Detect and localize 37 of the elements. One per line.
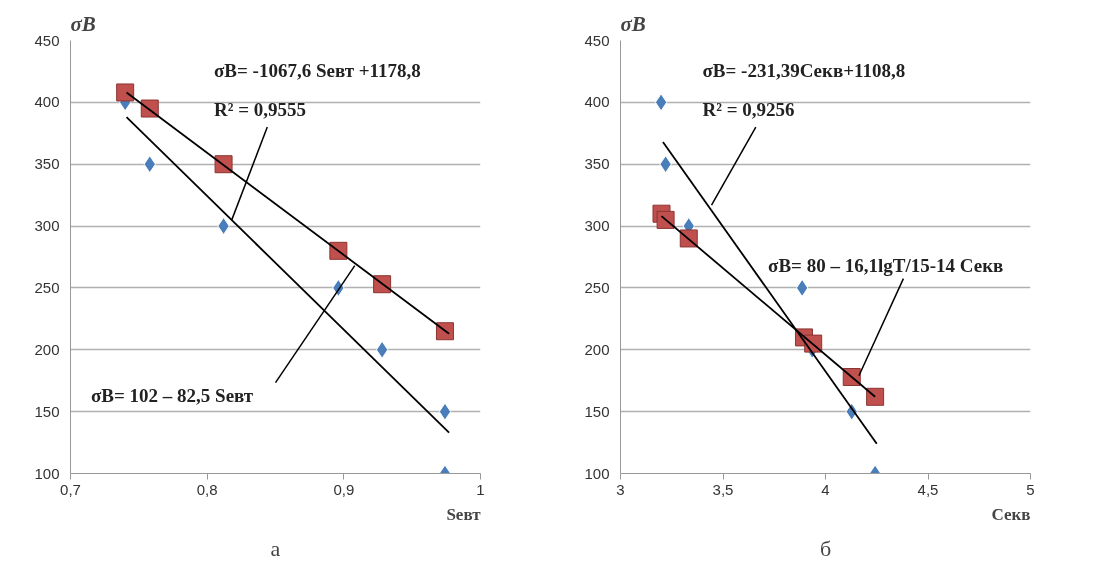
y-tick-label: 200	[584, 340, 610, 358]
annotation: σB= -1067,6 Sевт +1178,8	[214, 60, 421, 82]
y-tick-label: 300	[584, 217, 610, 235]
y-axis-title: σB	[620, 11, 646, 36]
x-axis-title: Секв	[991, 504, 1031, 524]
y-tick-label: 100	[34, 464, 60, 482]
x-tick-label: 0,9	[333, 480, 355, 498]
y-tick-label: 250	[584, 278, 610, 296]
y-tick-label: 350	[584, 155, 610, 173]
x-axis-title: Sевт	[446, 504, 482, 524]
x-tick-label: 5	[1026, 480, 1035, 498]
text: б	[819, 535, 832, 561]
y-tick-label: 200	[34, 340, 60, 358]
text: а	[270, 535, 281, 561]
annotation: σB= 102 – 82,5 Sевт	[91, 385, 254, 407]
y-tick-label: 300	[34, 217, 60, 235]
x-tick-label: 0,7	[60, 480, 81, 498]
y-tick-label: 150	[34, 402, 60, 420]
y-axis-title: σB	[70, 11, 96, 36]
y-tick-label: 400	[584, 93, 610, 111]
y-tick-label: 450	[584, 31, 610, 49]
y-tick-label: 350	[34, 155, 60, 173]
x-tick-label: 4	[821, 480, 830, 498]
x-tick-label: 1	[476, 480, 485, 498]
x-tick-label: 4,5	[917, 480, 939, 498]
x-tick-label: 0,8	[196, 480, 218, 498]
y-tick-label: 100	[584, 464, 610, 482]
x-tick-label: 3,5	[712, 480, 734, 498]
y-tick-label: 150	[584, 402, 610, 420]
annotation: σB= 80 – 16,1lgT/15-14 Секв	[768, 255, 1004, 277]
annotation: R² = 0,9555	[214, 99, 306, 121]
x-tick-label: 3	[616, 480, 625, 498]
annotation: σB= -231,39Секв+1108,8	[702, 60, 906, 82]
annotation: R² = 0,9256	[702, 99, 795, 121]
y-tick-label: 250	[34, 278, 60, 296]
y-tick-label: 400	[34, 93, 60, 111]
y-tick-label: 450	[34, 31, 60, 49]
